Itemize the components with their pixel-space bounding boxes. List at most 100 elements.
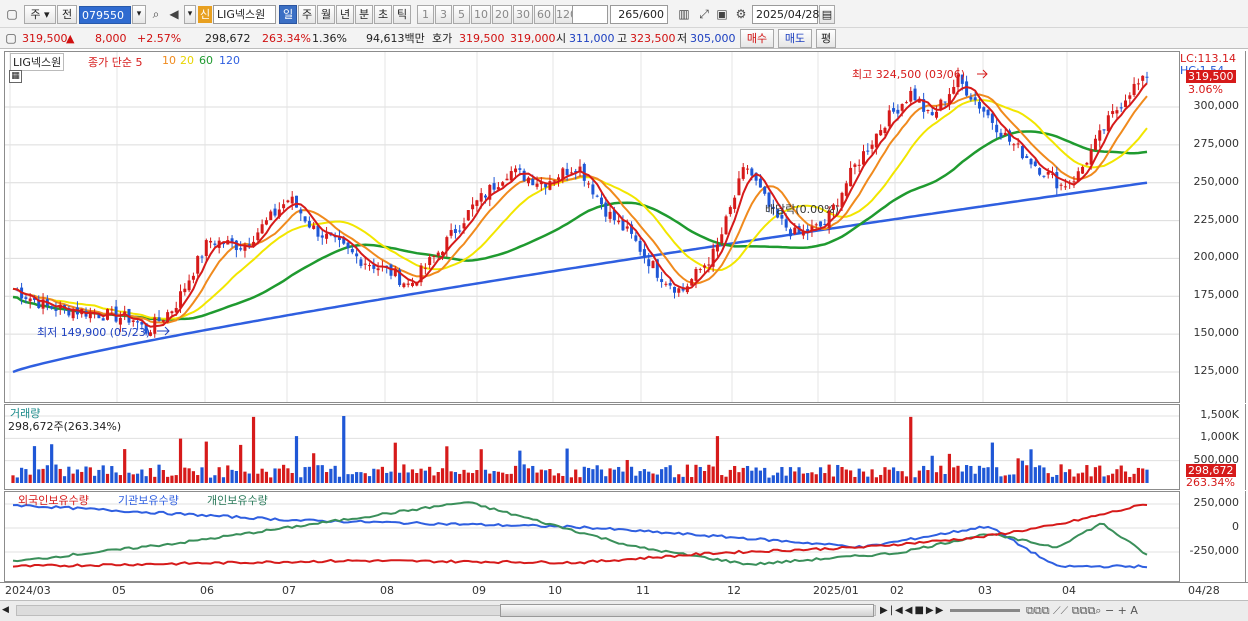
tab-3[interactable]: 년 xyxy=(336,5,354,24)
prev-button[interactable]: 전 xyxy=(57,5,77,24)
window-icon[interactable]: ▢ xyxy=(6,7,18,21)
gear-icon[interactable]: ⚙ xyxy=(735,7,747,21)
volume-bar xyxy=(294,436,299,483)
interval-input[interactable] xyxy=(572,5,608,24)
candle-body xyxy=(638,240,642,252)
candle-body xyxy=(1003,132,1007,135)
stock-legend[interactable]: LIG넥스원 xyxy=(10,53,65,71)
holder-scale: 250,000 0 -250,000 xyxy=(1180,491,1246,582)
interval-0[interactable]: 1 xyxy=(417,5,434,24)
volume-bar xyxy=(934,472,939,483)
candle-body xyxy=(569,172,573,174)
candle-body xyxy=(191,275,195,280)
candle-icon[interactable]: ▥ xyxy=(678,7,690,21)
candle-body xyxy=(982,107,986,112)
interval-3[interactable]: 10 xyxy=(471,5,491,24)
candle-body xyxy=(625,226,629,229)
draw-tool-icon[interactable]: ⤢ xyxy=(699,7,709,21)
institution-line xyxy=(12,503,1148,569)
candle-body xyxy=(694,268,698,281)
tab-2[interactable]: 월 xyxy=(317,5,335,24)
scrollbar-thumb[interactable] xyxy=(500,604,874,617)
candle-body xyxy=(746,168,750,170)
tab-6[interactable]: 틱 xyxy=(393,5,411,24)
volume-bar xyxy=(316,465,320,483)
volume-panel[interactable] xyxy=(4,404,1180,490)
scroll-left-icon[interactable]: ◀ xyxy=(2,605,9,615)
interval-4[interactable]: 20 xyxy=(492,5,512,24)
volume-bar xyxy=(50,444,54,483)
search-icon[interactable]: ⌕ xyxy=(152,7,160,21)
volume-bar xyxy=(114,472,118,483)
price-panel[interactable] xyxy=(4,51,1180,403)
candle-body xyxy=(1132,83,1136,96)
tab-5[interactable]: 초 xyxy=(374,5,392,24)
eval-button[interactable]: 평 xyxy=(816,29,836,48)
candle-body xyxy=(436,252,440,256)
count-field[interactable]: 265/600 xyxy=(610,5,668,24)
volume-bar xyxy=(110,466,114,483)
volume-bar xyxy=(844,469,848,483)
volume-bar xyxy=(763,467,767,483)
candle-body xyxy=(1081,166,1085,174)
calendar-icon[interactable]: ▤ xyxy=(819,5,835,24)
date-field[interactable]: 2025/04/28 xyxy=(752,5,819,24)
volume-bar xyxy=(1059,464,1063,483)
candle-body xyxy=(664,283,668,285)
volume-bar xyxy=(307,466,311,483)
candle-body xyxy=(187,280,191,291)
buy-button[interactable]: 매수 xyxy=(740,29,774,48)
zoom-slider[interactable] xyxy=(950,609,1020,612)
candle-body xyxy=(660,279,664,283)
table-icon[interactable]: ▦ xyxy=(9,70,22,83)
tab-4[interactable]: 분 xyxy=(355,5,373,24)
save-icon[interactable]: ▣ xyxy=(716,7,728,21)
interval-5[interactable]: 30 xyxy=(513,5,533,24)
volume-bar xyxy=(647,471,651,483)
candle-body xyxy=(114,306,118,322)
volume-bar xyxy=(526,468,531,483)
x-tick: 12 xyxy=(727,584,741,597)
candle-body xyxy=(857,164,861,166)
candle-body xyxy=(1059,184,1063,186)
volume-bar xyxy=(1050,476,1055,483)
low-label: 저 xyxy=(677,32,688,45)
interval-1[interactable]: 3 xyxy=(435,5,452,24)
layout-icon[interactable]: ▢ xyxy=(5,31,17,45)
interval-6[interactable]: 60 xyxy=(534,5,554,24)
nav-controls-icon[interactable]: ▶|◀◀■▶▶ xyxy=(880,605,946,616)
tab-0[interactable]: 일 xyxy=(279,5,297,24)
sound-dropdown-icon[interactable]: ▾ xyxy=(184,5,196,24)
tool-icons[interactable]: ⧉⧉⧉ ⟋⟋ ⧉⧉⧉⌕ − + A xyxy=(1026,604,1138,617)
interval-2[interactable]: 5 xyxy=(453,5,470,24)
volume-bar xyxy=(672,477,677,483)
candle-body xyxy=(917,99,921,103)
volume-bar xyxy=(84,466,88,483)
volume-bar xyxy=(264,471,269,483)
volume-bar xyxy=(1003,475,1007,483)
tab-1[interactable]: 주 xyxy=(298,5,316,24)
volume-bar xyxy=(879,474,883,483)
volume-tick: 1,500K xyxy=(1200,408,1239,421)
stock-name-field[interactable]: LIG넥스원 xyxy=(213,5,276,24)
volume-bar xyxy=(1141,468,1145,483)
candle-body xyxy=(651,261,655,269)
volume-bar xyxy=(166,476,170,483)
period-select[interactable]: 주 ▾ xyxy=(24,5,56,24)
stock-code-input[interactable]: 079550 xyxy=(79,6,131,24)
sound-icon[interactable]: ◀ xyxy=(169,7,179,21)
code-dropdown-icon[interactable]: ▾ xyxy=(132,5,146,24)
candle-body xyxy=(788,229,792,237)
sell-button[interactable]: 매도 xyxy=(778,29,812,48)
volume-title: 거래량 xyxy=(10,407,41,420)
volume: 298,672 xyxy=(205,32,251,45)
volume-bar xyxy=(101,465,105,483)
volume-bar xyxy=(900,471,904,483)
candle-body xyxy=(484,195,487,198)
candle-body xyxy=(243,245,247,251)
volume-bar xyxy=(874,477,878,483)
ma10-legend: 10 xyxy=(162,54,176,67)
scrollbar-track[interactable] xyxy=(16,605,876,616)
holder-panel[interactable] xyxy=(4,491,1180,582)
volume-bar xyxy=(312,453,316,483)
